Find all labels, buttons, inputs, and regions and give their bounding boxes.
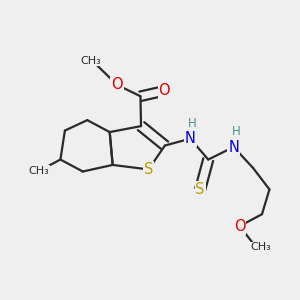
Text: N: N bbox=[185, 131, 196, 146]
Text: CH₃: CH₃ bbox=[81, 56, 101, 66]
Text: CH₃: CH₃ bbox=[250, 242, 271, 252]
Text: H: H bbox=[232, 125, 241, 138]
Text: O: O bbox=[111, 77, 123, 92]
Text: H: H bbox=[188, 117, 197, 130]
Text: CH₃: CH₃ bbox=[28, 166, 49, 176]
Text: O: O bbox=[234, 219, 245, 234]
Text: N: N bbox=[228, 140, 239, 154]
Text: O: O bbox=[158, 83, 170, 98]
Text: S: S bbox=[144, 162, 153, 177]
Text: S: S bbox=[196, 182, 205, 197]
